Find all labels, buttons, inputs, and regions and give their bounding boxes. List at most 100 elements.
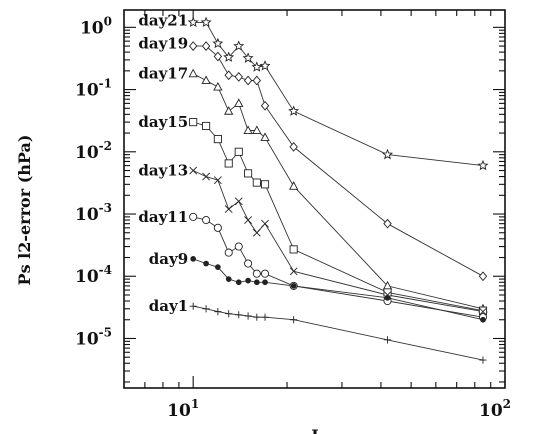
series-markers-day9 [190,256,486,323]
series-line-day1 [193,305,484,361]
series-label-day13: day13 [138,162,188,180]
data-point [224,70,233,81]
y-tick-label: 10-1 [75,77,112,101]
series-label-day21: day21 [138,11,188,29]
data-point [260,180,270,189]
data-point [243,75,253,86]
data-point [251,61,263,72]
data-point [381,148,394,160]
y-tick-base: 10 [75,81,99,101]
x-tick-exponent: 1 [191,397,199,411]
data-point [290,316,298,324]
data-point [477,159,489,171]
series-line-day17 [192,73,484,310]
data-point [190,256,197,262]
data-point [252,125,262,135]
data-point [260,269,270,278]
data-point [225,310,233,318]
data-point [201,41,211,51]
series-line-day21 [193,21,484,167]
data-point [189,118,198,127]
data-point [479,356,487,364]
data-point [383,336,392,344]
series-line-day13 [193,170,484,313]
data-point [223,51,235,62]
y-tick-exponent: -4 [99,263,112,277]
data-point [213,176,222,185]
data-point [383,218,392,229]
y-tick-exponent: -3 [99,201,112,215]
data-point [252,228,261,237]
data-point [189,302,197,310]
data-point [252,269,261,278]
x-axis-label: I [311,426,318,434]
x-tick-label: 101 [167,397,199,421]
data-point [234,98,244,107]
data-point [242,52,254,63]
y-tick-exponent: -1 [99,77,112,91]
data-point [289,267,298,276]
y-axis-label: Ps l2-error (hPa) [15,135,34,286]
series-lines [192,21,484,361]
data-point [189,212,198,221]
axis-ticks [123,10,506,388]
data-point [253,313,261,321]
data-point [201,75,211,85]
data-point [213,51,223,62]
series-label-day11: day11 [138,208,188,226]
y-tick-label: 10-5 [75,325,112,349]
series-markers-day15 [189,118,488,315]
series-line-day19 [193,45,484,277]
x-tick-label: 102 [479,397,511,421]
data-point [234,197,243,206]
data-point [244,216,253,224]
y-tick-exponent: 0 [104,14,112,28]
data-point [243,125,253,135]
y-tick-label: 10-4 [75,263,112,287]
series-label-day1: day1 [149,297,188,315]
data-point [213,81,223,91]
data-point [244,169,253,178]
data-point [259,60,271,71]
data-point [202,216,211,225]
data-point [188,41,198,51]
data-point [234,147,243,156]
series-labels: day21 day19 day17 day15 day13 day11 day9 day1 [138,11,188,315]
plot-frame [123,9,506,389]
y-tick-exponent: -5 [99,325,112,339]
x-tick-base: 10 [167,401,191,421]
data-point [214,308,222,316]
data-point [213,223,222,232]
series-markers-day19 [188,41,488,282]
data-point [244,312,252,320]
y-tick-base: 10 [80,18,104,38]
data-point [224,205,233,214]
data-point [200,16,212,28]
y-tick-label: 10-3 [75,201,112,225]
data-point [261,219,269,228]
data-point [202,172,211,181]
data-point [252,178,261,187]
data-point [252,75,262,86]
data-point [187,16,199,28]
data-point [202,305,210,313]
series-markers [187,16,489,364]
y-tick-label: 10-2 [75,139,112,163]
data-point [253,279,260,286]
data-point [235,279,242,286]
data-point [289,245,298,254]
data-point [288,181,299,190]
series-line-day9 [193,258,484,321]
series-markers-day21 [187,16,489,171]
data-point [289,141,298,152]
data-point [213,135,222,144]
y-tick-base: 10 [75,205,99,225]
data-point [212,37,224,49]
y-tick-base: 10 [75,143,99,163]
data-point [224,159,233,168]
data-point [244,259,253,268]
y-tick-label: 100 [80,14,112,38]
data-point [188,68,198,78]
